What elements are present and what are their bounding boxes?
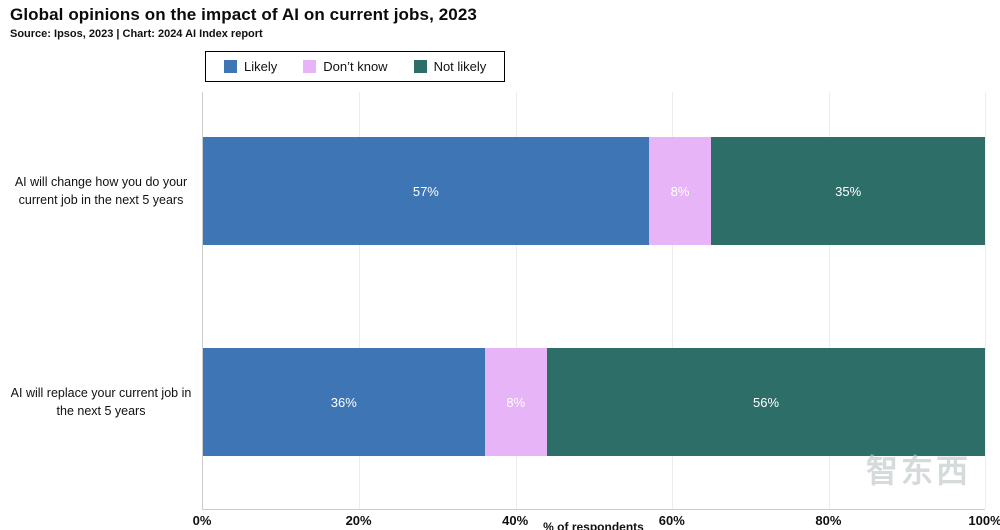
y-axis-labels: AI will change how you do your current j… — [4, 92, 198, 510]
gridline — [985, 92, 986, 509]
x-tick-label: 40% — [502, 513, 529, 528]
legend-label: Not likely — [433, 59, 487, 74]
legend-item-not-likely: Not likely — [413, 59, 487, 74]
x-axis-label: % of respondents — [543, 520, 644, 530]
legend-swatch-don-t-know — [303, 60, 317, 73]
bar-value-label: 36% — [330, 394, 357, 410]
legend-label: Don’t know — [323, 59, 388, 74]
legend-swatch-likely — [224, 60, 237, 73]
category-label: AI will replace your current job in the … — [10, 385, 192, 418]
bar-value-label: 8% — [670, 183, 690, 199]
legend: Likely Don’t know Not likely — [205, 51, 506, 82]
bar-row: 57% 8% 35% — [203, 137, 985, 245]
bar-segment-don-t-know: 8% — [648, 137, 712, 245]
chart-subtitle: Source: Ipsos, 2023 | Chart: 2024 AI Ind… — [10, 28, 263, 40]
legend-label: Likely — [244, 59, 278, 74]
x-tick-label: 60% — [658, 513, 685, 528]
bar-segment-likely: 57% — [203, 137, 649, 245]
legend-item-likely: Likely — [224, 59, 277, 74]
bar-segment-likely: 36% — [203, 348, 485, 456]
gridline — [515, 92, 517, 509]
x-axis-ticks: 0% 20% 40% 60% 80% 100% — [193, 513, 1000, 530]
x-tick-label: 100% — [968, 513, 1000, 528]
x-tick-label: 20% — [345, 513, 372, 528]
bar-row: 36% 8% 56% — [203, 348, 985, 456]
chart-title: Global opinions on the impact of AI on c… — [10, 5, 477, 24]
x-tick-label: 0% — [192, 513, 212, 528]
bar-segment-don-t-know: 8% — [484, 348, 548, 456]
bar-value-label: 57% — [412, 183, 439, 199]
gridline — [672, 92, 674, 509]
category-label: AI will change how you do your current j… — [14, 174, 188, 207]
bar-value-label: 8% — [506, 394, 526, 410]
gridline — [359, 92, 361, 509]
plot-area: 57% 8% 35% 36% 8% 56% — [202, 92, 986, 510]
bar-value-label: 35% — [835, 183, 862, 199]
gridline — [828, 92, 830, 509]
bar-segment-not-likely: 35% — [711, 137, 985, 245]
bar-segment-not-likely: 56% — [547, 348, 985, 456]
x-tick-label: 80% — [815, 513, 842, 528]
legend-swatch-not-likely — [413, 60, 427, 73]
legend-item-don-t-know: Don’t know — [303, 59, 388, 74]
bar-value-label: 56% — [753, 394, 780, 410]
